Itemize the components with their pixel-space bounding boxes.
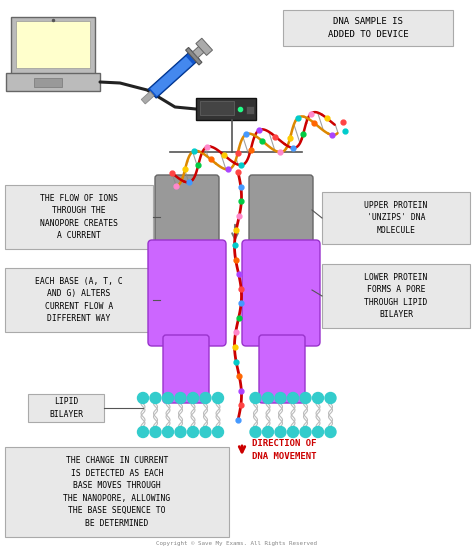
FancyBboxPatch shape: [242, 240, 320, 346]
FancyBboxPatch shape: [322, 264, 470, 328]
Text: LIPID
BILAYER: LIPID BILAYER: [49, 397, 83, 419]
Circle shape: [163, 392, 173, 404]
Circle shape: [150, 427, 161, 438]
Circle shape: [312, 427, 323, 438]
Circle shape: [263, 427, 273, 438]
Circle shape: [200, 427, 211, 438]
FancyBboxPatch shape: [163, 335, 209, 403]
FancyBboxPatch shape: [11, 17, 95, 74]
FancyBboxPatch shape: [322, 192, 470, 244]
FancyBboxPatch shape: [16, 21, 90, 68]
Circle shape: [300, 392, 311, 404]
Circle shape: [212, 427, 224, 438]
Circle shape: [188, 392, 199, 404]
FancyBboxPatch shape: [246, 106, 254, 114]
Polygon shape: [148, 50, 199, 98]
Text: UPPER PROTEIN
'UNZIPS' DNA
MOLECULE: UPPER PROTEIN 'UNZIPS' DNA MOLECULE: [365, 201, 428, 235]
Circle shape: [250, 427, 261, 438]
Text: THE CHANGE IN CURRENT
IS DETECTED AS EACH
BASE MOVES THROUGH
THE NANOPORE, ALLOW: THE CHANGE IN CURRENT IS DETECTED AS EAC…: [64, 457, 171, 528]
Circle shape: [325, 427, 336, 438]
Circle shape: [250, 392, 261, 404]
Polygon shape: [141, 92, 154, 104]
Text: DNA SAMPLE IS
ADDED TO DEVICE: DNA SAMPLE IS ADDED TO DEVICE: [328, 17, 408, 39]
Text: THE FLOW OF IONS
THROUGH THE
NANOPORE CREATES
A CURRENT: THE FLOW OF IONS THROUGH THE NANOPORE CR…: [40, 194, 118, 240]
Circle shape: [325, 392, 336, 404]
Circle shape: [312, 392, 323, 404]
Circle shape: [300, 427, 311, 438]
FancyBboxPatch shape: [148, 240, 226, 346]
Circle shape: [288, 392, 299, 404]
Polygon shape: [192, 44, 207, 58]
Circle shape: [200, 392, 211, 404]
Polygon shape: [196, 38, 212, 55]
Polygon shape: [150, 56, 192, 96]
FancyBboxPatch shape: [28, 394, 104, 422]
FancyBboxPatch shape: [5, 447, 229, 537]
Circle shape: [137, 427, 148, 438]
FancyBboxPatch shape: [249, 175, 313, 246]
Text: Copyright © Save My Exams. All Rights Reserved: Copyright © Save My Exams. All Rights Re…: [156, 540, 318, 545]
FancyBboxPatch shape: [259, 335, 305, 403]
FancyBboxPatch shape: [283, 10, 453, 46]
FancyBboxPatch shape: [196, 98, 256, 120]
Circle shape: [288, 427, 299, 438]
Polygon shape: [6, 73, 100, 91]
Circle shape: [263, 392, 273, 404]
Text: LOWER PROTEIN
FORMS A PORE
THROUGH LIPID
BILAYER: LOWER PROTEIN FORMS A PORE THROUGH LIPID…: [365, 273, 428, 319]
Circle shape: [275, 392, 286, 404]
FancyBboxPatch shape: [34, 78, 62, 87]
Circle shape: [212, 392, 224, 404]
Text: EACH BASE (A, T, C
AND G) ALTERS
CURRENT FLOW A
DIFFERENT WAY: EACH BASE (A, T, C AND G) ALTERS CURRENT…: [35, 277, 123, 323]
FancyBboxPatch shape: [5, 268, 153, 332]
Circle shape: [150, 392, 161, 404]
Circle shape: [163, 427, 173, 438]
Circle shape: [175, 427, 186, 438]
FancyBboxPatch shape: [5, 185, 153, 249]
Text: DIRECTION OF
DNA MOVEMENT: DIRECTION OF DNA MOVEMENT: [252, 439, 317, 461]
Circle shape: [275, 427, 286, 438]
Polygon shape: [186, 47, 202, 65]
FancyBboxPatch shape: [155, 175, 219, 246]
Circle shape: [175, 392, 186, 404]
Circle shape: [188, 427, 199, 438]
FancyBboxPatch shape: [200, 101, 234, 115]
Circle shape: [137, 392, 148, 404]
